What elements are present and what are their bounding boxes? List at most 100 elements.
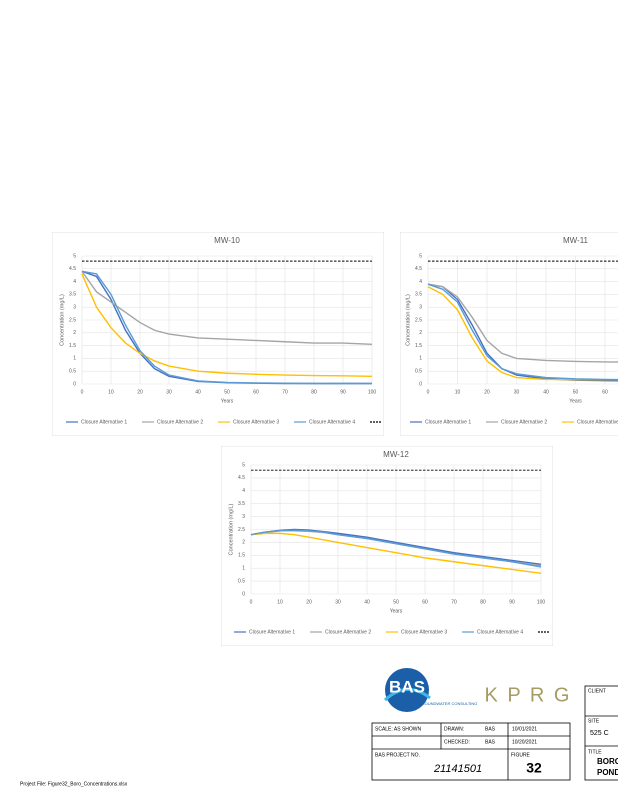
x-tick-label: 20 [484,389,490,395]
series-line [250,529,542,568]
legend-label: Closure Alternative 3 [577,419,618,425]
x-tick-label: 80 [311,389,317,395]
x-tick-label: 100 [368,389,377,395]
legend-label: Closure Alternative 3 [233,419,279,425]
drawn-date: 10/01/2021 [512,726,537,732]
x-tick-label: 60 [602,389,608,395]
title-label: TITLE [588,749,602,755]
y-tick-label: 4.5 [238,475,245,481]
site-label: SITE [588,718,600,724]
y-tick-label: 0.5 [415,369,422,375]
project-label: BAS PROJECT NO. [375,752,420,758]
y-tick-label: 2 [419,330,422,336]
x-tick-label: 70 [451,599,457,605]
x-tick-label: 80 [480,599,486,605]
x-tick-label: 30 [335,599,341,605]
site: 525 C [590,730,609,737]
y-tick-label: 1.5 [69,343,76,349]
y-axis-label: Concentration (mg/L) [59,294,65,346]
series-line [81,270,372,385]
x-tick-label: 50 [393,599,399,605]
legend-label: Closure Alternative 1 [81,419,127,425]
x-tick-label: 10 [277,599,283,605]
x-tick-label: 0 [81,389,84,395]
y-tick-label: 5 [242,462,245,468]
y-tick-label: 4.5 [69,266,76,272]
x-tick-label: 60 [422,599,428,605]
title-block: BAS GROUNDWATER CONSULTING K P R G SCALE… [371,668,618,781]
x-tick-label: 90 [340,389,346,395]
y-tick-label: 1.5 [415,343,422,349]
y-tick-label: 3.5 [415,292,422,298]
y-tick-label: 2.5 [238,527,245,533]
panel-border [400,232,618,436]
project-no: 21141501 [433,763,482,775]
x-axis-label: Years [221,398,234,404]
chart-title: MW-12 [383,450,409,459]
drawn-label: DRAWN: [444,726,464,732]
x-tick-label: 20 [306,599,312,605]
legend-label: Closure Alternative 4 [309,419,355,425]
x-tick-label: 70 [282,389,288,395]
y-tick-label: 0.5 [69,369,76,375]
figure-label: FIGURE [511,752,531,758]
x-tick-label: 40 [364,599,370,605]
title-line: POND [597,768,618,777]
title-table [371,685,618,781]
x-tick-label: 30 [166,389,172,395]
logo-subtext: GROUNDWATER CONSULTING [419,701,478,706]
x-tick-label: 50 [224,389,230,395]
y-tick-label: 4 [242,488,245,494]
panel-border [221,446,553,646]
y-tick-label: 3 [242,514,245,520]
scale: SCALE: AS SHOWN [375,726,422,732]
y-tick-label: 4 [419,279,422,285]
legend-label: GWPS [553,629,569,635]
x-tick-label: 20 [137,389,143,395]
y-tick-label: 3.5 [69,292,76,298]
y-tick-label: 0 [419,381,422,387]
y-tick-label: 5 [73,253,76,259]
x-tick-label: 0 [427,389,430,395]
checked-by: BAS [485,739,496,745]
y-tick-label: 0 [242,591,245,597]
figure-no: 32 [526,760,542,776]
y-tick-label: 2.5 [415,317,422,323]
series-line [81,273,373,378]
chart-panel: 00.511.522.533.544.550102030405060708090… [400,232,618,436]
title-line: BORO [597,757,618,766]
y-tick-label: 3 [73,305,76,311]
x-tick-label: 60 [253,389,259,395]
legend-label: Closure Alternative 3 [401,629,447,635]
series-line [427,283,618,382]
y-tick-label: 1.5 [238,553,245,559]
y-tick-label: 0 [73,381,76,387]
x-tick-label: 40 [543,389,549,395]
series-line [427,286,618,381]
y-tick-label: 2.5 [69,317,76,323]
series-line [250,532,542,575]
legend-label: Closure Alternative 1 [425,419,471,425]
legend-label: Closure Alternative 2 [325,629,371,635]
legend-label: Closure Alternative 2 [157,419,203,425]
x-tick-label: 50 [573,389,579,395]
series-line [427,283,618,381]
x-tick-label: 10 [108,389,114,395]
x-tick-label: 40 [195,389,201,395]
x-axis-label: Years [569,398,582,404]
logo-text: BAS [389,677,425,696]
y-tick-label: 1 [73,356,76,362]
chart-title: MW-11 [563,236,589,245]
x-tick-label: 100 [537,599,546,605]
y-tick-label: 1 [242,566,245,572]
legend-label: Closure Alternative 4 [477,629,523,635]
y-tick-label: 3.5 [238,501,245,507]
series-line [81,270,373,346]
footer: Project File: Figure32_Boro_Concentratio… [20,781,128,787]
legend-label: Closure Alternative 2 [501,419,547,425]
drawn-by: BAS [485,726,496,732]
legend-label: Closure Alternative 1 [249,629,295,635]
y-tick-label: 2 [242,540,245,546]
